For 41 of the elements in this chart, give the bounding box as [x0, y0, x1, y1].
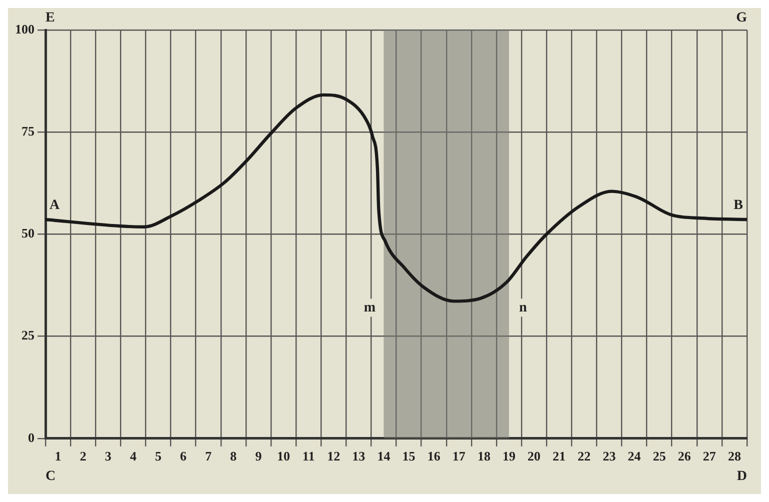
y-tick-label: 50: [22, 226, 34, 241]
x-tick-label: 20: [528, 448, 541, 464]
x-tick-label: 3: [104, 448, 112, 464]
y-tick-label: 0: [28, 430, 34, 445]
y-tick-label: 100: [15, 21, 34, 36]
x-tick-label: 14: [377, 448, 391, 464]
annotation: n: [519, 300, 528, 316]
x-tick-label: 12: [327, 448, 340, 464]
text: G: [736, 10, 748, 26]
x-tick-label: 15: [402, 448, 416, 464]
y-tick-label: 75: [22, 123, 35, 138]
x-tick-label: 22: [578, 448, 591, 464]
annotation: B: [734, 198, 743, 214]
x-tick-label: 19: [502, 448, 516, 464]
x-tick-label: 16: [427, 448, 441, 464]
x-tick-label: 10: [277, 448, 290, 464]
x-tick-label: 8: [230, 448, 238, 464]
x-tick-label: 17: [452, 448, 466, 464]
x-tick-label: 13: [352, 448, 366, 464]
x-tick-label: 25: [652, 448, 666, 464]
x-tick-label: 18: [477, 448, 491, 464]
text: C: [46, 469, 56, 484]
x-tick-label: 5: [154, 448, 162, 464]
x-tick-label: 4: [130, 448, 137, 464]
x-tick-label: 2: [80, 448, 86, 464]
text: D: [736, 469, 747, 484]
x-tick-label: 11: [302, 448, 315, 464]
x-tick-label: 28: [728, 448, 742, 464]
annotation: A: [50, 198, 60, 214]
x-tick-label: 1: [54, 448, 62, 464]
x-tick-label: 6: [180, 448, 188, 464]
y-tick-label: 25: [22, 328, 35, 343]
x-tick-label: 24: [628, 448, 642, 464]
x-tick-label: 23: [602, 448, 616, 464]
x-tick-label: 21: [552, 448, 566, 464]
x-tick-label: 27: [702, 448, 716, 464]
x-tick-label: 9: [255, 448, 262, 464]
x-tick-label: 26: [678, 448, 692, 464]
x-tick-label: 7: [205, 448, 212, 464]
annotation: m: [364, 300, 376, 316]
text: E: [46, 10, 55, 26]
